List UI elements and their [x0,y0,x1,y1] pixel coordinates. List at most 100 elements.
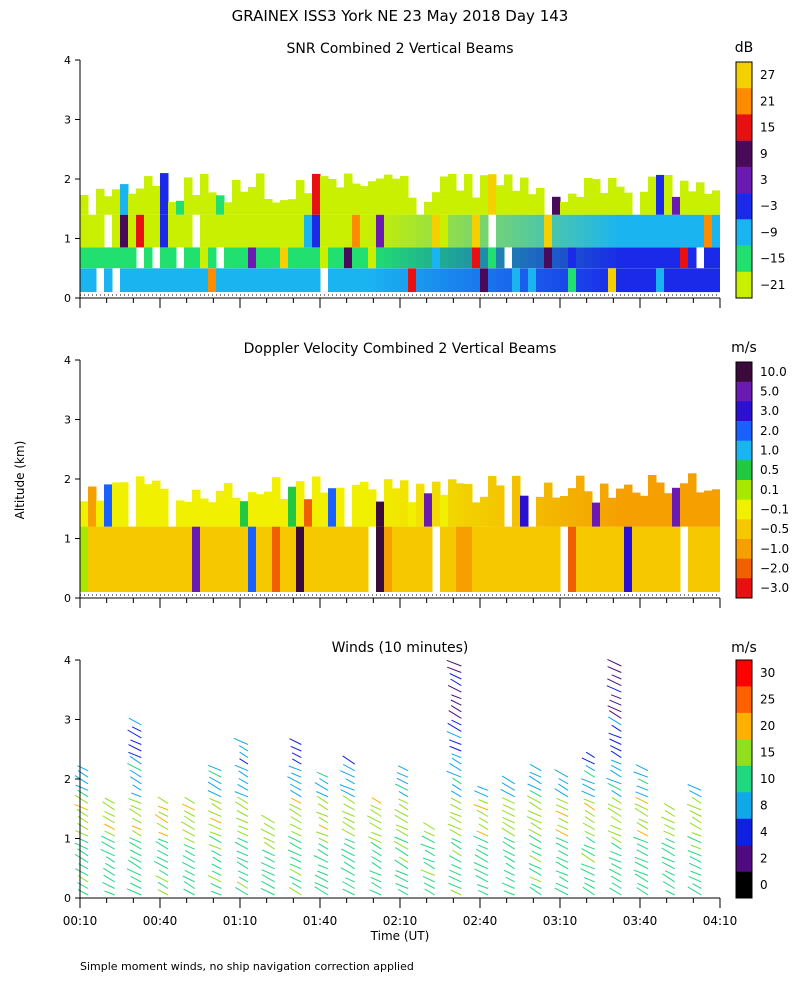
heatmap-cell [296,180,305,215]
wind-barb [182,855,195,863]
heatmap-cell [232,497,241,527]
wind-barb [450,678,462,687]
heatmap-cell [384,214,393,248]
wind-barb [555,861,569,870]
wind-barb [688,875,702,883]
heatmap-cell [512,475,521,527]
wind-barb [77,889,89,896]
heatmap-cell [456,190,465,215]
wind-barb [260,887,275,896]
heatmap-cell [392,214,401,248]
heatmap-cell [688,247,697,269]
heatmap-cell [328,268,337,293]
heatmap-cell [680,247,689,269]
heatmap-cell [312,526,321,592]
heatmap-cell [704,214,713,248]
wind-barb [127,762,142,772]
heatmap-cell [336,214,345,248]
wind-barb [610,816,622,824]
wind-barb [393,840,409,850]
heatmap-cell [208,247,217,269]
heatmap-cell [584,214,593,248]
wind-barb [289,803,302,811]
wind-barb [100,848,115,857]
colorbar-label: 8 [760,798,768,812]
wind-barb [131,825,142,831]
wind-barb [477,785,489,791]
colorbar-label: 21 [760,94,775,108]
heatmap-cell [256,214,265,248]
wind-barb [449,673,462,680]
wind-barb [155,875,169,883]
heatmap-cell [96,214,105,248]
heatmap-cell [640,495,649,527]
wind-barb [261,874,275,883]
heatmap-cell [456,247,465,269]
wind-barb [261,880,275,889]
heatmap-cell [408,268,417,293]
heatmap-cell [336,526,345,592]
heatmap-cell [256,268,265,293]
wind-barb [395,824,409,831]
wind-barb [128,859,142,870]
page-title: GRAINEX ISS3 York NE 23 May 2018 Day 143 [232,7,569,25]
heatmap-cell [560,247,569,269]
wind-barb [636,785,649,791]
heatmap-cell [280,200,289,215]
wind-barb [317,870,329,876]
heatmap-cell [528,247,537,269]
heatmap-cell [608,247,617,269]
wind-barb [75,784,89,791]
wind-barb [474,868,489,876]
wind-barb [102,801,115,811]
wind-barb [528,828,542,837]
heatmap-cell [472,502,481,527]
wind-barb [369,889,382,896]
wind-barb [584,816,595,824]
heatmap-cell [184,268,193,293]
wind-barb [611,842,622,850]
heatmap-cell [544,247,553,269]
heatmap-cell [400,526,409,592]
wind-barb [421,835,435,844]
heatmap-cell [640,526,649,592]
wind-barb [527,810,542,817]
heatmap-cell [232,179,241,215]
heatmap-cell [400,176,409,215]
heatmap-cell [360,526,369,592]
heatmap-cell [472,268,481,293]
heatmap-cell [336,247,345,269]
heatmap-cell [520,526,529,592]
heatmap-cell [272,214,281,248]
wind-barb [610,769,622,778]
wind-barb [291,797,302,804]
wind-barb [236,850,249,857]
wind-barb [184,850,195,857]
wind-barb [554,887,569,896]
wind-barb [451,719,462,726]
y-axis-label: Altitude (km) [13,441,27,520]
wind-barb [236,817,249,824]
wind-barb [610,850,622,857]
colorbar-swatch [736,480,752,500]
x-tick-label: 03:10 [543,914,578,928]
wind-barb [211,890,222,896]
colorbar-label: −0.5 [760,522,789,536]
wind-barb [208,770,222,778]
wind-barb [101,841,115,850]
heatmap-cell [456,214,465,248]
wind-barb [526,816,542,824]
heatmap-cell [128,526,137,592]
heatmap-cell [432,247,441,269]
heatmap-cell [152,268,161,293]
wind-barb [662,861,675,870]
heatmap-cell [464,174,473,215]
heatmap-cell [384,268,393,293]
wind-barb [475,874,489,883]
heatmap-cell [248,186,257,215]
heatmap-cell [648,214,657,248]
heatmap-cell [120,482,129,527]
heatmap-cell [208,502,217,527]
heatmap-cell [80,247,89,269]
wind-barb [583,844,595,850]
